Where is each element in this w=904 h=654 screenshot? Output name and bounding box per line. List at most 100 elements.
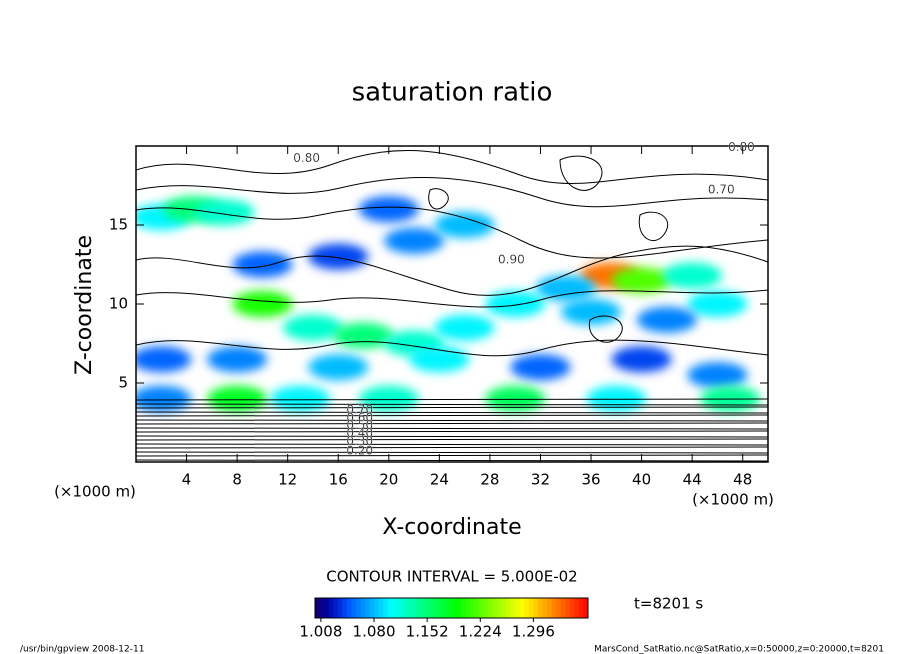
contour-line [136,430,768,433]
field-cell [662,262,723,289]
field-cell [136,385,192,412]
x-axis-label: X-coordinate [382,515,521,540]
colorbar-cell [383,598,389,618]
contour-label: 0.20 [346,443,373,457]
colorbar-cell [524,598,530,618]
field-cell [232,251,293,278]
colorbar-cell [392,598,398,618]
colorbar-cell [478,598,484,618]
colorbar-cell [365,598,371,618]
colorbar-cell [415,598,421,618]
field-cell [232,291,293,317]
colorbar-cell [369,598,375,618]
contour-line [136,245,768,296]
contour-label: 0.60 [346,410,373,424]
colorbar-cell [578,598,584,618]
x-tick-label: 36 [581,471,600,489]
contour-line [136,454,768,457]
x-tick-label: 40 [632,471,651,489]
colorbar-tick-label: 1.152 [406,623,449,641]
field-cell [194,199,255,226]
contour-line [136,451,768,454]
field-cell [485,291,546,317]
contour-label: 0.90 [498,252,525,266]
colorbar-cell [501,598,507,618]
colorbar-cell [446,598,452,618]
field [136,196,761,412]
contour-line [136,411,768,414]
colorbar-cell [328,598,334,618]
colorbar-cell [424,598,430,618]
colorbar-cell [460,598,466,618]
colorbar-cell [474,598,480,618]
colorbar-cell [315,598,321,618]
contour-line [136,419,768,422]
contour-line [136,443,768,446]
colorbar-tick-label: 1.296 [512,623,555,641]
field-cell [308,354,369,381]
colorbar-cell [537,598,543,618]
colorbar-cell [519,598,525,618]
contour-line [136,438,768,441]
colorbar-cell [374,598,380,618]
x-tick-label: 44 [683,471,702,489]
contour-line [136,403,768,406]
colorbar-cell [456,598,462,618]
field-cell [207,385,268,412]
contour-line [136,177,768,208]
field-cell [611,267,672,294]
contour-line [136,289,768,308]
contour-line [136,339,768,357]
y-tick-label: 15 [109,216,128,234]
x-tick-label: 12 [278,471,297,489]
colorbar-cell [565,598,571,618]
colorbar-cell [355,598,361,618]
x-tick-label: 32 [531,471,550,489]
colorbar-cell [515,598,521,618]
x-tick-label: 4 [182,471,192,489]
colorbar-cell [324,598,330,618]
colorbar-cell [533,598,539,618]
colorbar-cell [510,598,516,618]
contour-label: 0.80 [293,151,320,165]
field-cell [687,362,748,389]
x-tick-label: 16 [329,471,348,489]
x-tick-label: 20 [379,471,398,489]
colorbar-cell [406,598,412,618]
colorbar-cell [560,598,566,618]
colorbar-cell [333,598,339,618]
colorbar-frame [314,597,589,619]
colorbar-cell [428,598,434,618]
field-cell [485,385,546,412]
contour-line [136,406,768,409]
colorbar-cell [351,598,357,618]
field-cell [434,212,495,238]
field-cell [687,291,748,317]
field-cell [636,306,697,333]
colorbar-cell [551,598,557,618]
colorbar-cell [542,598,548,618]
contour-label: 0.80 [728,140,755,154]
contour-line [136,435,768,438]
colorbar-cell [378,598,384,618]
field-cell [308,243,369,270]
colorbar-cell [569,598,575,618]
colorbar-cell [442,598,448,618]
chart-title: saturation ratio [352,78,553,108]
field-cell [510,354,571,381]
colorbar-cell [556,598,562,618]
colorbar-cell [387,598,393,618]
contour-line [136,150,768,184]
colorbar-cell [396,598,402,618]
colorbar-cell [419,598,425,618]
y-tick-label: 5 [118,374,128,392]
colorbar-tick-label: 1.008 [299,623,342,641]
colorbar-cell [465,598,471,618]
colorbar-tick-label: 1.080 [353,623,396,641]
contour-label: 0.50 [346,418,373,432]
contour-line [136,446,768,449]
contour-label: 0.70 [346,402,373,416]
y-axis-label: Z-coordinate [72,235,97,375]
colorbar-cell [547,598,553,618]
